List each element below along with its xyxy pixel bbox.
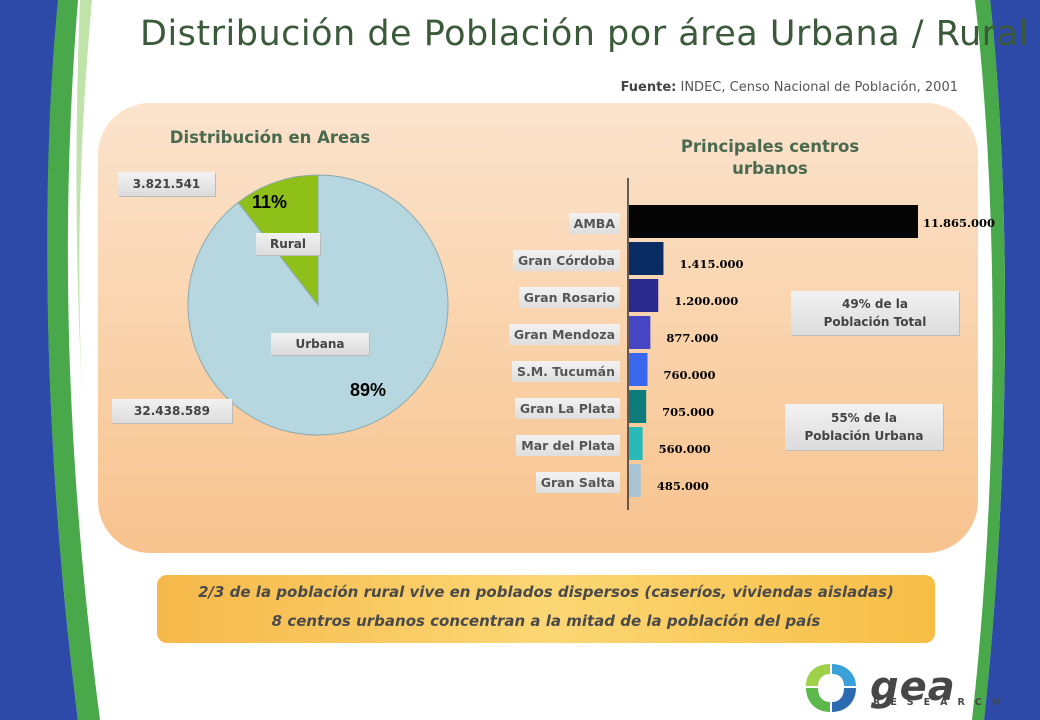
rural-percent-label: 11% xyxy=(252,192,288,212)
note-urban-population: 55% de la Población Urbana xyxy=(785,404,943,450)
bar-value-label: 11.865.000 xyxy=(923,216,996,230)
bar-value-label: 760.000 xyxy=(663,368,716,382)
conclusion-line-1: 2/3 de la población rural vive en poblad… xyxy=(198,583,894,601)
logo-wordmark: gea xyxy=(870,664,956,710)
source-text: INDEC, Censo Nacional de Población, 2001 xyxy=(680,80,959,95)
bar-value-label: 705.000 xyxy=(662,405,715,419)
conclusion-line-2: 8 centros urbanos concentran a la mitad … xyxy=(271,612,821,630)
bar-6 xyxy=(629,390,647,423)
note-total-population: 49% de la Población Total xyxy=(791,291,959,335)
bar-value-label: 485.000 xyxy=(656,479,709,493)
bar-value-label: 1.200.000 xyxy=(674,294,739,308)
bar-value-label: 877.000 xyxy=(666,331,719,345)
bar-category-label: Gran Mendoza xyxy=(508,324,620,345)
bar-3 xyxy=(629,279,659,312)
bar-category-label: Gran Rosario xyxy=(518,287,620,308)
bar-category-label: Gran Salta xyxy=(535,472,620,493)
bar-chart-title: Principales centros urbanos xyxy=(650,136,890,180)
urban-count-box: 32.438.589 xyxy=(112,399,232,423)
gea-logo-mark xyxy=(806,664,856,712)
pie-chart-title: Distribución en Areas xyxy=(169,128,371,147)
bar-1 xyxy=(629,205,918,238)
bar-8 xyxy=(629,464,641,497)
bar-category-label: Gran Córdoba xyxy=(513,250,620,271)
bar-5 xyxy=(629,353,648,386)
rural-label: Rural xyxy=(256,233,320,255)
note-urban-line2: Población Urbana xyxy=(804,429,924,443)
bar-chart-title-line2: urbanos xyxy=(732,159,808,178)
bar-4 xyxy=(629,316,651,349)
urban-label: Urbana xyxy=(271,333,369,355)
note-total-line1: 49% de la xyxy=(841,297,909,311)
bar-category-label: Mar del Plata xyxy=(516,435,620,456)
logo-subtitle: RESEARCH xyxy=(873,697,1010,708)
pie-slice-urbana xyxy=(187,174,449,436)
bar-value-label: 560.000 xyxy=(658,442,711,456)
page-title: Distribución de Población por área Urban… xyxy=(140,14,1029,54)
source-label: Fuente: xyxy=(620,80,677,95)
bar-category-label: Gran La Plata xyxy=(514,398,620,419)
bar-7 xyxy=(629,427,643,460)
bar-category-label: AMBA xyxy=(568,213,620,234)
note-total-line2: Población Total xyxy=(823,315,927,329)
rural-count-box: 3.821.541 xyxy=(118,172,215,196)
source-note: Fuente: INDEC, Censo Nacional de Poblaci… xyxy=(621,80,958,95)
conclusion-box: 2/3 de la población rural vive en poblad… xyxy=(157,575,935,643)
bar-chart-title-line1: Principales centros xyxy=(680,137,860,156)
bar-value-label: 1.415.000 xyxy=(679,257,744,271)
urban-percent-label: 89% xyxy=(350,380,387,400)
bar-2 xyxy=(629,242,664,275)
bar-category-label: S.M. Tucumán xyxy=(511,361,620,382)
note-urban-line1: 55% de la xyxy=(830,411,898,425)
